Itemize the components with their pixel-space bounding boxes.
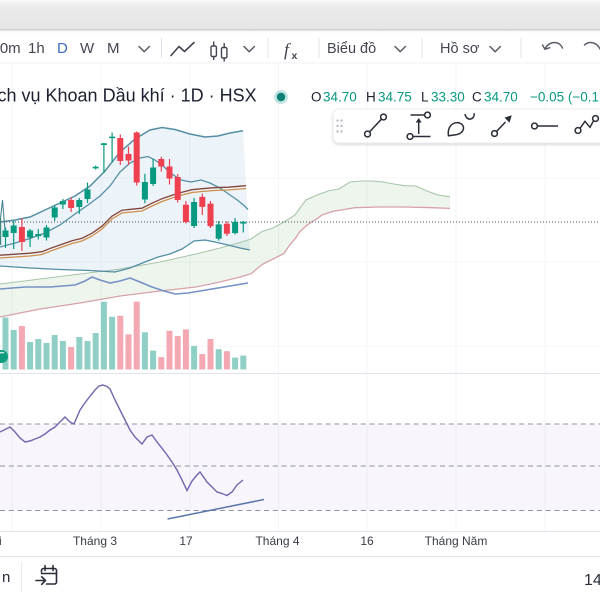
svg-text:−0.05 (−0.1: −0.05 (−0.1 [530,90,599,105]
svg-text:n: n [2,569,10,586]
svg-text:Tháng 3: Tháng 3 [73,534,117,548]
svg-text:34.70: 34.70 [484,90,518,105]
svg-text:14: 14 [584,572,600,589]
svg-text:30m: 30m [0,40,21,57]
svg-text:ịch vụ Khoan Dầu khí · 1D · HS: ịch vụ Khoan Dầu khí · 1D · HSX [0,86,257,106]
svg-text:34.70: 34.70 [323,90,357,105]
svg-text:34.75: 34.75 [378,90,412,105]
svg-text:16: 16 [360,534,374,548]
svg-text:i: i [0,534,2,548]
svg-text:17: 17 [179,534,193,548]
svg-text:O: O [311,90,322,105]
svg-text:x: x [292,50,298,62]
svg-text:C: C [472,90,482,105]
svg-text:Tháng Năm: Tháng Năm [425,534,488,548]
svg-text:W: W [80,40,95,57]
svg-text:33.30: 33.30 [431,90,465,105]
svg-text:D: D [57,40,68,57]
svg-text:f: f [284,40,292,60]
svg-text:M: M [107,40,120,57]
svg-text:H: H [366,90,376,105]
svg-text:Tháng 4: Tháng 4 [255,534,299,548]
svg-text:1h: 1h [28,40,45,57]
svg-text:Hồ sơ: Hồ sơ [440,41,480,57]
svg-text:Biểu đồ: Biểu đồ [327,41,376,57]
svg-text:L: L [421,90,429,105]
